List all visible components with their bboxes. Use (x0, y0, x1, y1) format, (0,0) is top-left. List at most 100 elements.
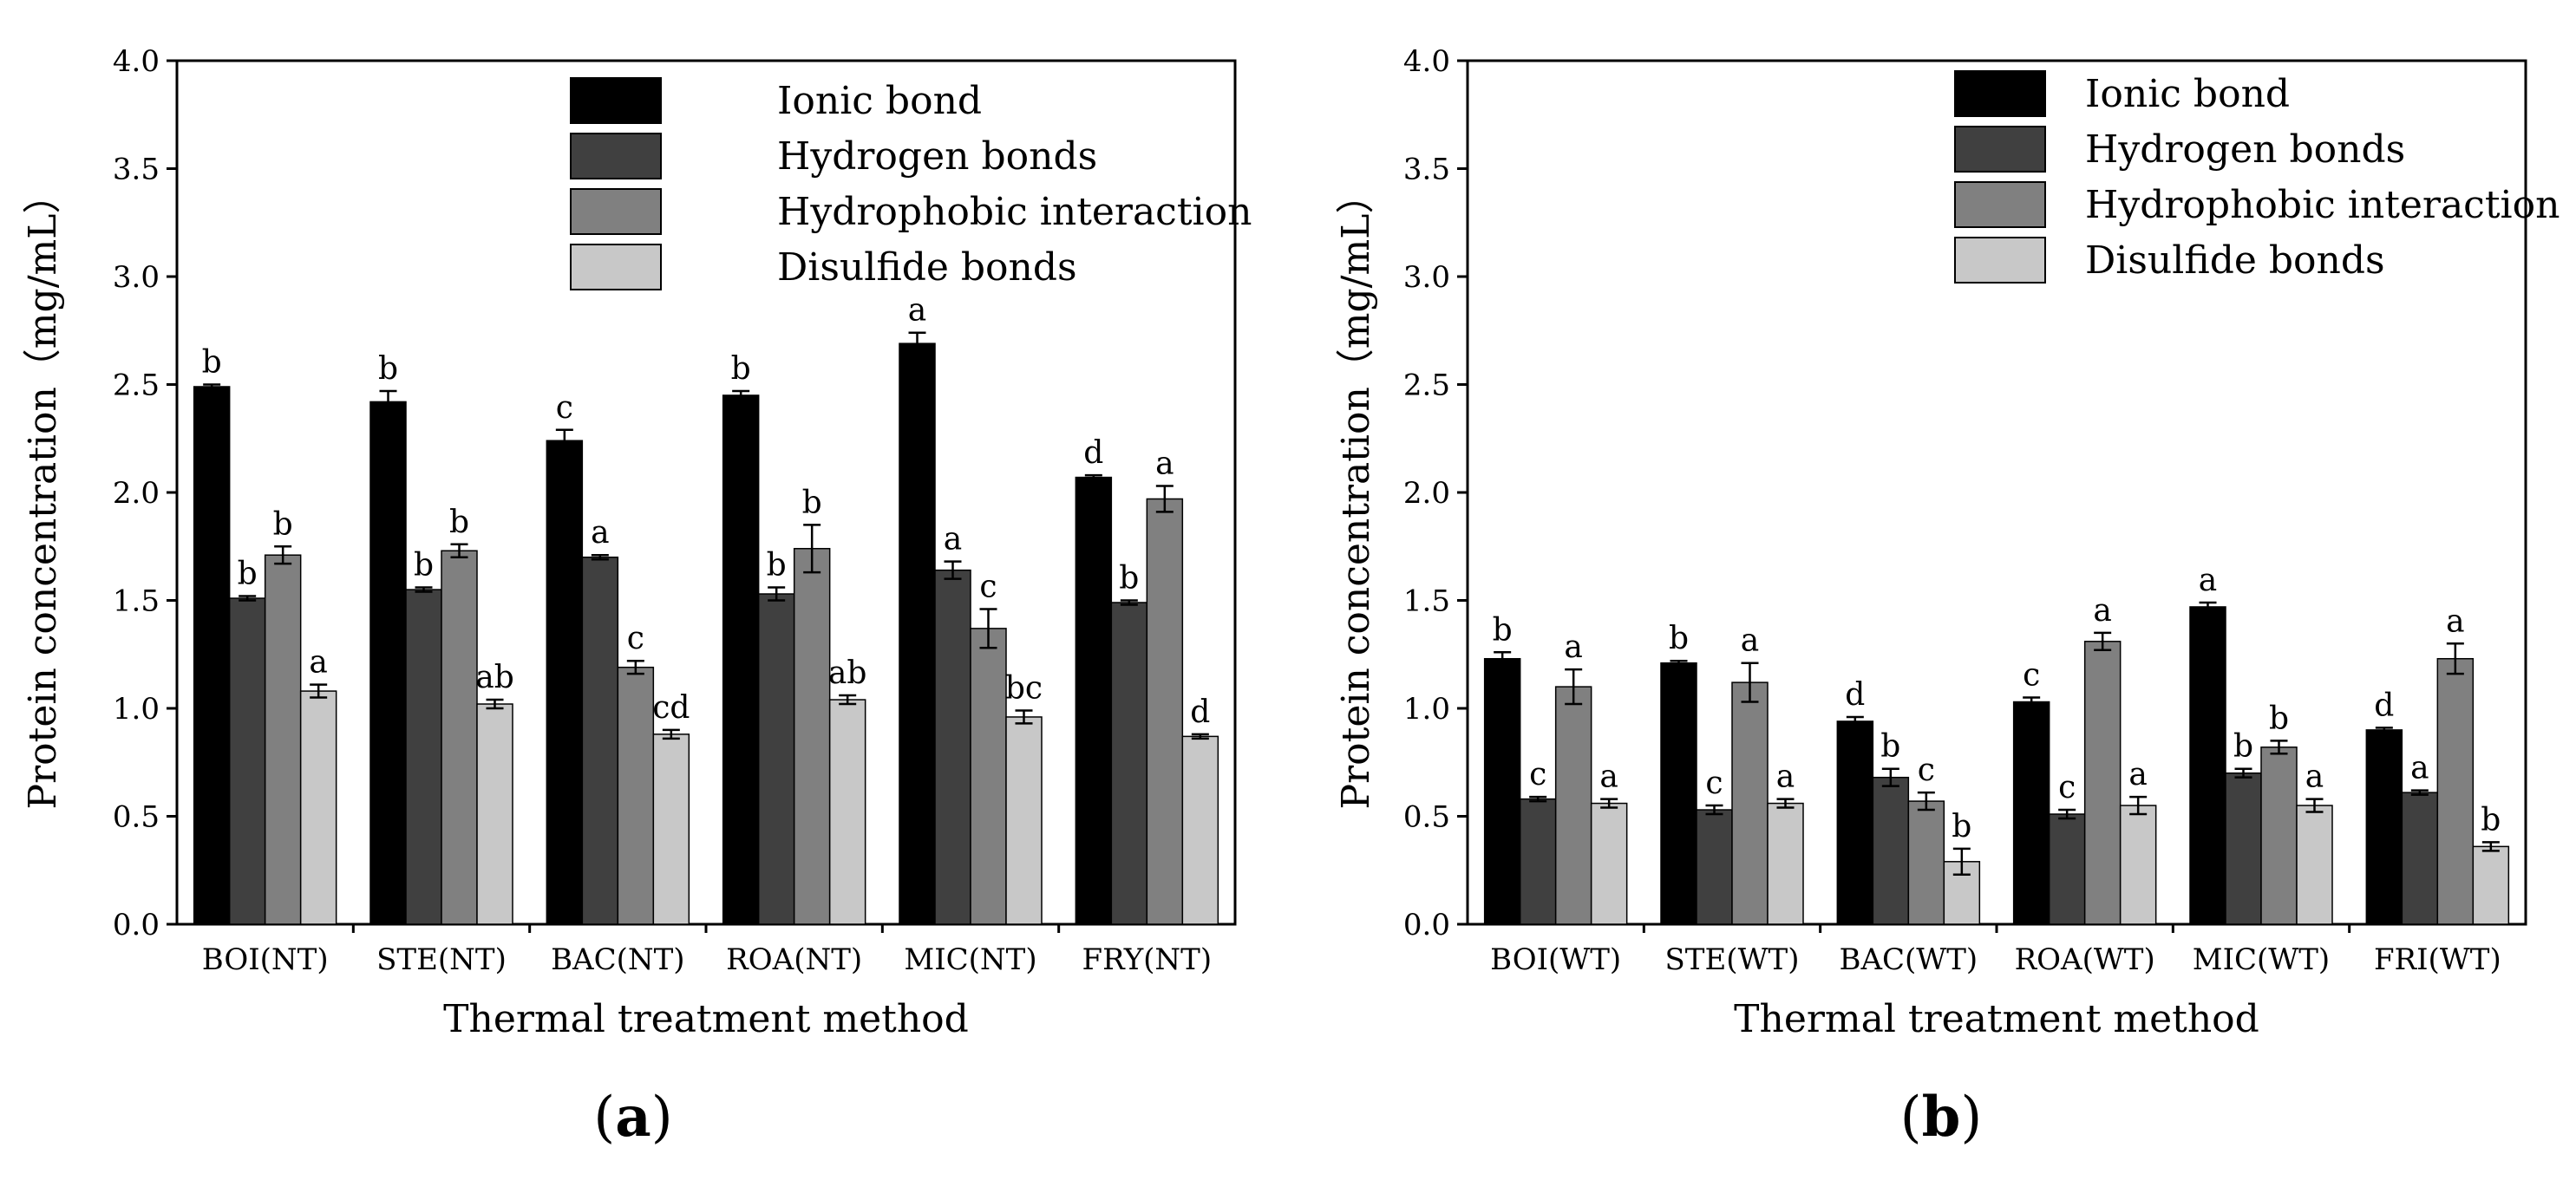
bar (405, 589, 442, 925)
bar (2296, 805, 2333, 925)
panel-b: 0.00.51.01.52.02.53.03.54.0BOI(WT)bcaaST… (1334, 44, 2560, 1150)
bar (1872, 776, 1910, 925)
y-tick-label: 3.5 (113, 153, 160, 187)
significance-letter: a (2128, 757, 2147, 792)
significance-letter: d (1083, 435, 1103, 471)
significance-letter: b (767, 548, 787, 583)
bar (1519, 798, 1557, 925)
bar (581, 556, 619, 925)
x-tick-label: ROA(WT) (2015, 942, 2155, 977)
significance-letter: b (1669, 621, 1689, 656)
bar (1110, 602, 1148, 925)
bar (2436, 657, 2475, 925)
significance-letter: cd (652, 690, 690, 726)
significance-letter: a (1564, 629, 1582, 665)
significance-letter: a (2446, 603, 2464, 639)
x-tick-label: BAC(WT) (1839, 942, 1978, 977)
y-tick-label: 3.5 (1403, 153, 1450, 187)
significance-letter: c (979, 569, 997, 604)
bar (369, 401, 407, 925)
bar (722, 394, 760, 925)
bar (476, 703, 513, 925)
x-tick-label: BAC(NT) (551, 942, 685, 977)
bar (1836, 720, 1874, 925)
significance-letter: c (627, 621, 644, 656)
significance-letter: b (378, 351, 398, 387)
legend-swatch (570, 244, 662, 290)
significance-letter: ab (828, 655, 867, 691)
legend-label: Ionic bond (2085, 72, 2290, 116)
significance-letter: b (202, 345, 222, 381)
significance-letter: a (944, 522, 962, 557)
bar (2048, 813, 2086, 925)
significance-letter: a (591, 515, 609, 551)
significance-letter: b (414, 548, 434, 583)
bar (1907, 800, 1945, 925)
x-axis-title: Thermal treatment method (1734, 997, 2259, 1041)
y-tick-label: 4.0 (113, 44, 160, 79)
bar (899, 342, 936, 925)
significance-letter: a (1155, 447, 1174, 482)
significance-letter: b (802, 485, 822, 520)
x-tick-label: MIC(WT) (2193, 942, 2330, 977)
bar (2365, 729, 2403, 925)
legend-label: Hydrogen bonds (777, 134, 1097, 179)
legend-swatch (1954, 181, 2046, 228)
bar (2401, 792, 2439, 925)
bar (1005, 716, 1043, 925)
bar (2472, 845, 2510, 925)
x-axis-title: Thermal treatment method (443, 997, 969, 1041)
significance-letter: b (273, 506, 293, 542)
bar (617, 666, 655, 925)
significance-letter: d (1190, 694, 1210, 730)
bar (1731, 681, 1769, 925)
significance-letter: a (309, 645, 327, 681)
bar (2119, 805, 2157, 925)
legend-label: Disulfide bonds (2085, 238, 2385, 283)
bar (1696, 809, 1733, 925)
significance-letter: a (2305, 760, 2324, 795)
y-tick-label: 3.0 (1403, 260, 1450, 295)
bar (1146, 498, 1184, 925)
x-tick-label: BOI(WT) (1490, 942, 1621, 977)
significance-letter: c (1705, 766, 1723, 801)
significance-letter: b (2269, 701, 2289, 736)
significance-letter: c (2023, 658, 2040, 694)
bar (441, 550, 478, 925)
bar (546, 440, 584, 925)
y-tick-label: 2.5 (1403, 368, 1450, 403)
significance-letter: c (556, 390, 573, 426)
significance-letter: c (1529, 757, 1546, 792)
y-tick-label: 2.0 (1403, 476, 1450, 511)
legend-label: Ionic bond (777, 79, 982, 123)
bar (1075, 476, 1113, 925)
legend-label: Disulfide bonds (777, 245, 1077, 290)
bar (299, 690, 337, 925)
bar (793, 547, 831, 925)
bar (1181, 735, 1219, 925)
y-tick-label: 2.0 (113, 476, 160, 511)
significance-letter: c (1918, 753, 1935, 788)
bar (2225, 772, 2262, 925)
significance-letter: b (238, 557, 258, 592)
significance-letter: ab (475, 660, 514, 695)
legend-label: Hydrophobic interaction (2085, 183, 2560, 227)
significance-letter: a (2199, 563, 2217, 598)
y-axis-title: Protein concentration（mg/mL） (1334, 176, 1378, 810)
significance-letter: b (1119, 561, 1139, 597)
significance-letter: b (731, 351, 751, 387)
panel-a: 0.00.51.01.52.02.53.03.54.0BOI(NT)bbbaST… (21, 44, 1252, 1150)
significance-letter: b (449, 505, 469, 540)
bar (1483, 657, 1521, 925)
bar (2012, 701, 2050, 925)
bar (652, 733, 690, 925)
y-tick-label: 0.5 (1403, 800, 1450, 835)
significance-letter: b (2233, 729, 2253, 765)
significance-letter: b (2481, 802, 2501, 838)
significance-letter: b (1880, 729, 1900, 765)
y-tick-label: 0.0 (1403, 908, 1450, 942)
y-tick-label: 0.0 (113, 908, 160, 942)
panel-label: (b) (1900, 1085, 1983, 1150)
